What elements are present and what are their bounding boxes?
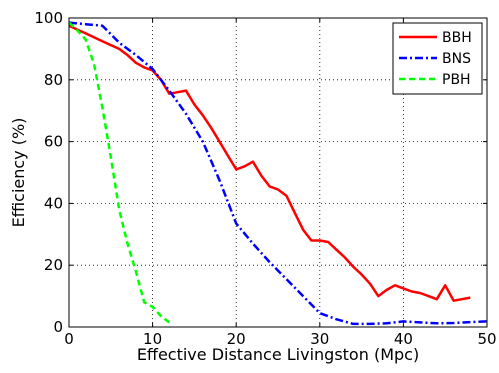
series-line-pbh [68, 21, 171, 324]
y-tick-label: 40 [44, 194, 63, 212]
x-tick-label: 10 [143, 330, 162, 348]
legend-label-pbh: PBH [442, 72, 471, 88]
y-tick-label: 100 [34, 9, 63, 27]
y-tick-label: 60 [44, 133, 63, 151]
x-tick-label: 50 [477, 330, 496, 348]
plot-frame [68, 17, 488, 328]
x-tick-label: 40 [394, 330, 413, 348]
x-tick-label: 0 [64, 330, 74, 348]
x-axis-label: Effective Distance Livingston (Mpc) [137, 345, 419, 364]
legend-label-bbh: BBH [442, 30, 472, 46]
series-group [68, 21, 488, 326]
legend-box [392, 22, 483, 95]
legend: BBH BNS PBH [392, 22, 483, 95]
y-axis-label: Efficiency (%) [9, 118, 28, 228]
x-tick-label: 20 [227, 330, 246, 348]
legend-label-bns: BNS [442, 51, 471, 67]
y-tick-label: 80 [44, 71, 63, 89]
y-tick-label: 0 [53, 318, 63, 336]
series-line-bns [68, 21, 488, 326]
y-tick-label: 20 [44, 256, 63, 274]
x-tick-label: 30 [310, 330, 329, 348]
ticks: 0 10 20 30 40 50 0 20 40 60 80 100 [34, 9, 496, 348]
